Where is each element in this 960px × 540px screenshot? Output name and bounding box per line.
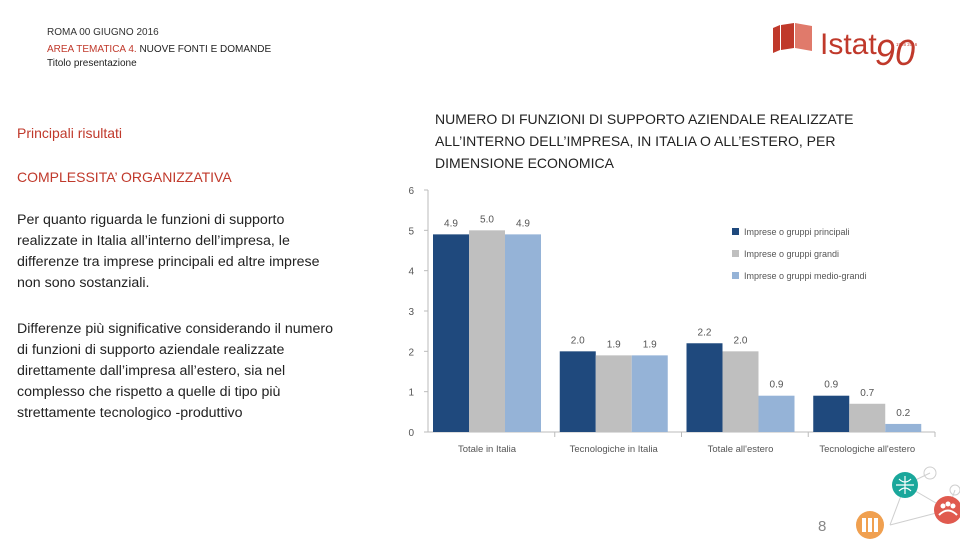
y-tick-label: 5 — [408, 226, 414, 237]
paragraph-1: Per quanto riguarda le funzioni di suppo… — [17, 212, 320, 291]
decorative-network — [856, 466, 960, 539]
bar — [505, 234, 541, 432]
bar-value-label: 1.9 — [607, 339, 621, 350]
header-area-prefix: AREA TEMATICA 4. — [47, 44, 137, 55]
x-category-label: Totale in Italia — [458, 444, 517, 455]
bar-value-label: 0.7 — [860, 388, 874, 399]
bar-value-label: 2.2 — [698, 327, 712, 338]
header-area: AREA TEMATICA 4. NUOVE FONTI E DOMANDE — [47, 44, 271, 56]
bar — [722, 351, 759, 432]
bar — [433, 234, 469, 432]
bar-value-label: 2.0 — [571, 335, 585, 346]
legend-label: Imprese o gruppi principali — [744, 227, 850, 237]
chart-title: NUMERO DI FUNZIONI DI SUPPORTO AZIENDALE… — [435, 111, 854, 171]
bar-value-label: 0.9 — [770, 380, 784, 391]
istat-logo-small: 1926 2016 — [896, 42, 918, 47]
istat-logo-text: Istat — [820, 28, 877, 61]
y-tick-label: 0 — [408, 428, 414, 439]
header-title: Titolo presentazione — [47, 58, 137, 69]
y-tick-label: 4 — [408, 267, 414, 278]
istat-logo-icon — [773, 23, 812, 53]
header-area-rest: NUOVE FONTI E DOMANDE — [136, 44, 272, 55]
bar-value-label: 5.0 — [480, 214, 494, 225]
y-tick-label: 6 — [408, 186, 414, 197]
y-tick-label: 1 — [408, 388, 414, 399]
bar — [849, 403, 886, 432]
bar-value-label: 0.2 — [896, 408, 910, 419]
istat-logo-number: 90 — [875, 32, 915, 72]
bar — [559, 351, 596, 432]
bar — [469, 230, 505, 432]
bar-chart: 0 1 2 3 4 5 6 Totale in Italia Tecnologiche in I… — [408, 186, 936, 455]
bar — [631, 355, 668, 432]
bar-value-label: 1.9 — [643, 339, 657, 350]
istat-logo: Istat 90 1926 2016 — [773, 23, 918, 72]
bar — [595, 355, 632, 432]
y-tick-label: 3 — [408, 307, 414, 318]
x-category-label: Tecnologiche all'estero — [819, 444, 915, 455]
bar — [813, 395, 850, 432]
page-number: 8 — [818, 518, 827, 535]
sub-heading: COMPLESSITA’ ORGANIZZATIVA — [17, 169, 232, 185]
main-heading: Principali risultati — [17, 125, 123, 141]
header-date: ROMA 00 GIUGNO 2016 — [47, 27, 159, 38]
legend-label: Imprese o gruppi grandi — [744, 249, 839, 259]
legend-swatch — [732, 250, 739, 257]
legend-swatch — [732, 228, 739, 235]
bar-value-label: 0.9 — [824, 380, 838, 391]
bar-value-label: 4.9 — [444, 218, 458, 229]
x-category-label: Tecnologiche in Italia — [570, 444, 659, 455]
legend-swatch — [732, 272, 739, 279]
paragraph-2: Differenze più significative considerand… — [17, 321, 333, 421]
bar — [686, 343, 723, 432]
bar-value-label: 4.9 — [516, 218, 530, 229]
y-tick-label: 2 — [408, 347, 414, 358]
bar — [885, 423, 922, 432]
bar — [758, 395, 795, 432]
legend-label: Imprese o gruppi medio-grandi — [744, 271, 867, 281]
x-category-label: Totale all'estero — [708, 444, 774, 455]
bar-value-label: 2.0 — [734, 335, 748, 346]
